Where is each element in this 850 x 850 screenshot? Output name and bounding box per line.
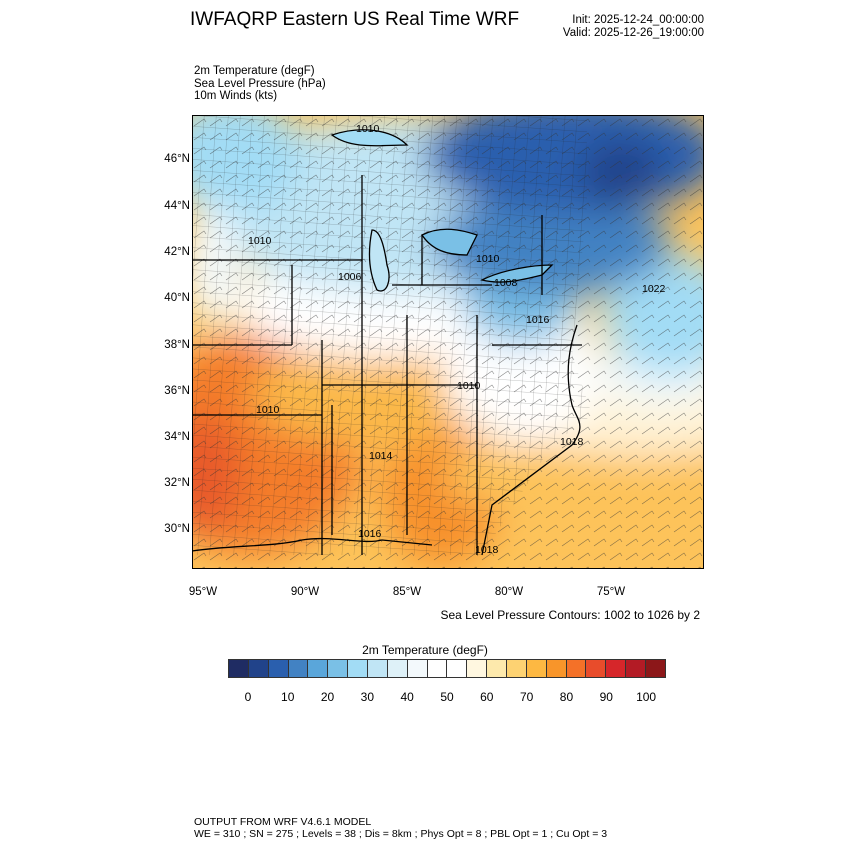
contour-label: 1006 xyxy=(338,271,362,283)
footer-config: WE = 310 ; SN = 275 ; Levels = 38 ; Dis … xyxy=(194,828,608,840)
colorbar xyxy=(228,659,666,678)
colorbar-swatch xyxy=(546,660,567,677)
contour-label: 1016 xyxy=(358,528,382,540)
lat-label: 42°N xyxy=(164,246,190,258)
colorbar-swatch xyxy=(368,660,388,677)
colorbar-swatch xyxy=(507,660,527,677)
lat-label: 38°N xyxy=(164,339,190,351)
lat-label: 36°N xyxy=(164,385,190,397)
colorbar-swatch xyxy=(626,660,647,677)
colorbar-swatch xyxy=(328,660,349,677)
lon-label: 75°W xyxy=(596,586,626,598)
county-lines xyxy=(192,115,592,555)
colorbar-swatch xyxy=(447,660,468,677)
colorbar-tick-label: 30 xyxy=(360,690,375,704)
lat-label: 44°N xyxy=(164,200,190,212)
colorbar-swatch xyxy=(288,660,309,677)
contour-label: 1014 xyxy=(369,450,393,462)
contour-label: 1010 xyxy=(476,253,500,265)
colorbar-swatch xyxy=(229,660,249,677)
colorbar-tick-label: 90 xyxy=(599,690,613,704)
contour-label: 1010 xyxy=(248,235,272,247)
contour-label: 1016 xyxy=(526,314,550,326)
colorbar-swatch xyxy=(407,660,428,677)
lon-label: 95°W xyxy=(188,586,218,598)
colorbar-tick-label: 100 xyxy=(636,690,657,704)
field-temperature: 2m Temperature (degF) xyxy=(194,65,315,77)
contour-label: 1018 xyxy=(560,436,584,448)
model-footer: OUTPUT FROM WRF V4.6.1 MODEL WE = 310 ; … xyxy=(194,816,607,840)
contour-note: Sea Level Pressure Contours: 1002 to 102… xyxy=(440,608,701,622)
map-frame xyxy=(192,115,704,569)
contour-label: 1018 xyxy=(475,544,499,556)
colorbar-tick-label: 0 xyxy=(244,690,252,704)
colorbar-title: 2m Temperature (degF) xyxy=(362,643,488,657)
contour-label: 1022 xyxy=(642,283,666,295)
contour-label: 1008 xyxy=(494,277,518,289)
contour-labels: 1010 1010 1006 1010 1008 1022 1016 1010 … xyxy=(248,123,666,556)
colorbar-swatch xyxy=(487,660,508,677)
init-time: Init: 2025-12-24_00:00:00 xyxy=(572,14,704,26)
lat-label: 32°N xyxy=(164,477,190,489)
contour-label: 1010 xyxy=(356,123,380,135)
lon-label: 90°W xyxy=(290,586,320,598)
lat-label: 40°N xyxy=(164,292,190,304)
colorbar-tick-label: 40 xyxy=(400,690,414,704)
colorbar-swatch xyxy=(308,660,329,677)
field-winds: 10m Winds (kts) xyxy=(194,90,278,102)
colorbar-tick-label: 80 xyxy=(559,690,574,704)
coastlines-and-borders xyxy=(192,129,582,556)
colorbar-tick-label: 50 xyxy=(440,690,454,704)
valid-time: Valid: 2025-12-26_19:00:00 xyxy=(562,27,704,39)
colorbar-swatch xyxy=(268,660,289,677)
colorbar-swatch xyxy=(586,660,607,677)
colorbar-swatch xyxy=(348,660,369,677)
colorbar-swatch xyxy=(387,660,408,677)
lat-label: 30°N xyxy=(164,523,190,535)
contour-label: 1010 xyxy=(256,404,280,416)
lon-label: 80°W xyxy=(494,586,524,598)
footer-model: OUTPUT FROM WRF V4.6.1 MODEL xyxy=(194,816,372,828)
colorbar-swatch xyxy=(566,660,587,677)
lon-label: 85°W xyxy=(392,586,422,598)
colorbar-swatch xyxy=(606,660,627,677)
colorbar-tick-label: 70 xyxy=(519,690,534,704)
colorbar-swatch xyxy=(467,660,488,677)
run-times: Init: 2025-12-24_00:00:00 Valid: 2025-12… xyxy=(563,14,704,40)
colorbar-swatch xyxy=(427,660,448,677)
colorbar-swatch xyxy=(646,660,665,677)
colorbar-swatch xyxy=(526,660,547,677)
colorbar-tick-label: 10 xyxy=(281,690,295,704)
colorbar-swatch xyxy=(248,660,269,677)
plot-title: IWFAQRP Eastern US Real Time WRF xyxy=(190,9,520,30)
field-list: 2m Temperature (degF) Sea Level Pressure… xyxy=(194,65,326,103)
colorbar-tick-label: 60 xyxy=(480,690,494,704)
lat-label: 46°N xyxy=(164,153,190,165)
field-pressure: Sea Level Pressure (hPa) xyxy=(194,77,326,90)
weather-map: 1010 1010 1006 1010 1008 1022 1016 1010 … xyxy=(192,115,704,569)
lat-label: 34°N xyxy=(164,431,190,443)
colorbar-tick-label: 20 xyxy=(320,690,335,704)
contour-label: 1010 xyxy=(457,380,481,392)
